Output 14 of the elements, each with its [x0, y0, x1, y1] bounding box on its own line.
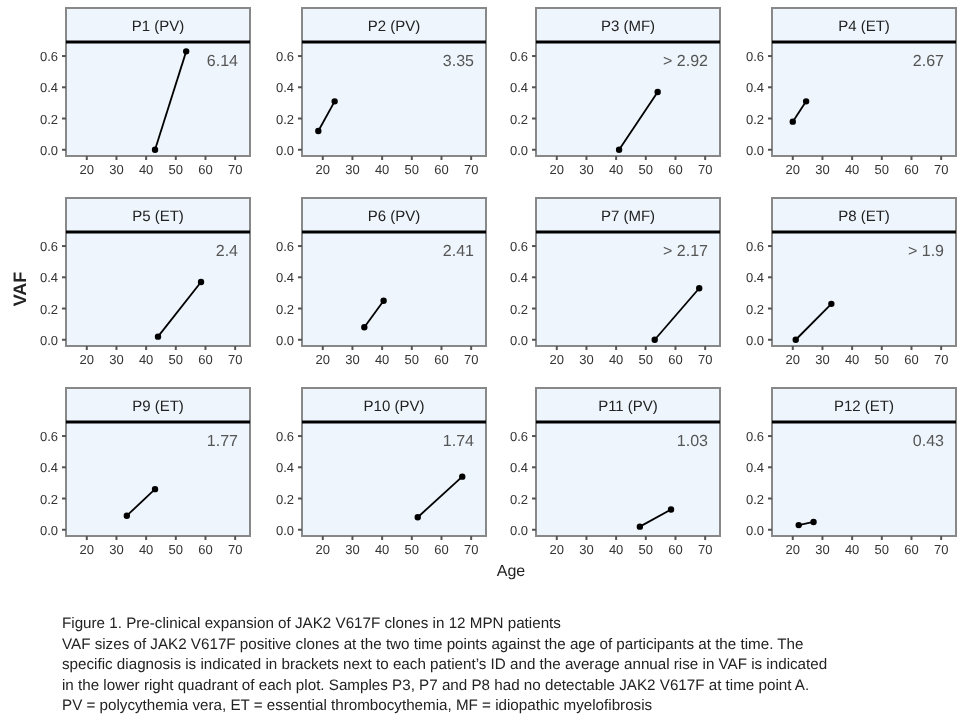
annotation: 6.14: [206, 52, 240, 70]
annotation: 2.41: [442, 242, 476, 260]
annotation: 1.03: [676, 432, 710, 450]
annotation: 2.67: [912, 52, 946, 70]
annotation: 0.43: [912, 432, 946, 450]
annotation: 3.35: [442, 52, 476, 70]
annotation: 1.74: [442, 432, 476, 450]
annotation: 2.4: [215, 242, 240, 260]
annotation: > 1.9: [907, 242, 946, 260]
annotation: > 2.92: [663, 52, 710, 70]
annotation: > 2.17: [663, 242, 710, 260]
x-axis-title: Age: [496, 562, 527, 580]
annotation: 1.77: [206, 432, 240, 450]
y-axis-title: VAF: [10, 270, 30, 307]
